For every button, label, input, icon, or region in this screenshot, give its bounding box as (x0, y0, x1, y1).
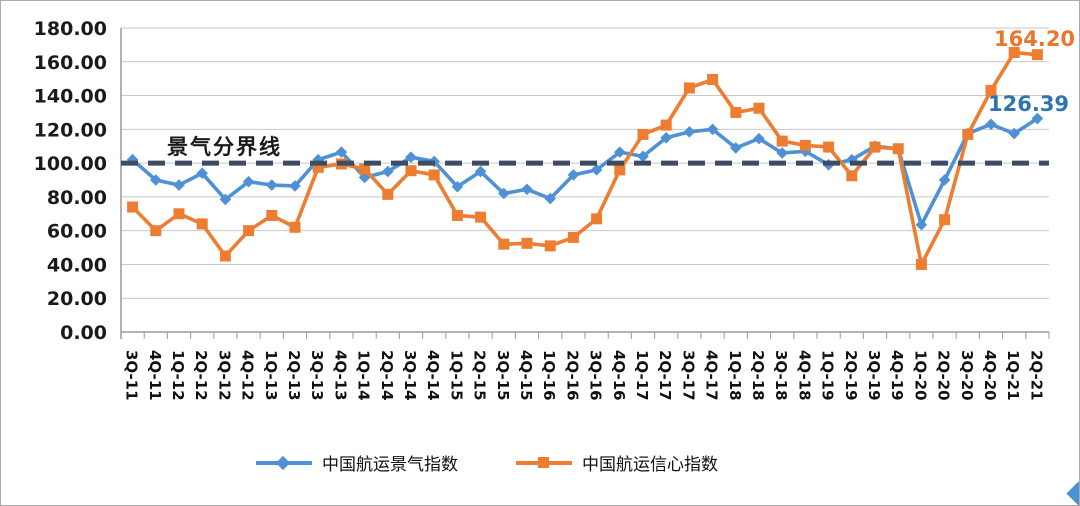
svg-text:80.00: 80.00 (47, 187, 107, 209)
svg-text:3Q-11: 3Q-11 (123, 350, 141, 401)
svg-text:3Q-20: 3Q-20 (958, 350, 976, 401)
svg-text:2Q-18: 2Q-18 (749, 350, 767, 401)
svg-text:2Q-19: 2Q-19 (842, 350, 860, 401)
svg-text:4Q-12: 4Q-12 (239, 350, 257, 401)
svg-text:1Q-17: 1Q-17 (633, 350, 651, 401)
svg-text:2Q-13: 2Q-13 (285, 350, 303, 401)
legend-label-confidence-index: 中国航运信心指数 (582, 455, 718, 475)
svg-text:2Q-21: 2Q-21 (1027, 350, 1045, 401)
svg-text:2Q-15: 2Q-15 (471, 350, 489, 401)
svg-text:4Q-16: 4Q-16 (610, 350, 628, 401)
svg-text:180.00: 180.00 (34, 18, 107, 40)
svg-text:4Q-11: 4Q-11 (146, 350, 164, 401)
legend-item-prosperity-index: 中国航运景气指数 (256, 450, 458, 475)
svg-text:3Q-15: 3Q-15 (494, 350, 512, 401)
svg-text:3Q-12: 3Q-12 (215, 350, 233, 401)
svg-text:3Q-16: 3Q-16 (587, 350, 605, 401)
square-marker-icon (538, 456, 549, 468)
svg-text:40.00: 40.00 (47, 254, 107, 276)
prosperity-line-swatch (256, 455, 312, 470)
legend-item-confidence-index: 中国航运信心指数 (516, 450, 718, 475)
svg-text:1Q-19: 1Q-19 (819, 350, 837, 401)
svg-text:4Q-20: 4Q-20 (981, 350, 999, 401)
svg-text:60.00: 60.00 (47, 221, 107, 243)
svg-text:1Q-14: 1Q-14 (355, 350, 373, 401)
svg-text:4Q-18: 4Q-18 (795, 350, 813, 401)
svg-text:4Q-14: 4Q-14 (424, 350, 442, 401)
svg-text:2Q-20: 2Q-20 (935, 350, 953, 401)
svg-text:100.00: 100.00 (34, 153, 107, 175)
confidence-index-end-value: 164.20 (994, 27, 1076, 51)
diamond-marker-icon (275, 455, 291, 470)
svg-text:160.00: 160.00 (34, 52, 107, 74)
svg-text:120.00: 120.00 (34, 119, 107, 141)
svg-text:4Q-17: 4Q-17 (703, 350, 721, 401)
legend: 中国航运景气指数 中国航运信心指数 (1, 450, 973, 475)
legend-label-prosperity-index: 中国航运景气指数 (322, 455, 458, 475)
svg-text:2Q-17: 2Q-17 (656, 350, 674, 401)
svg-text:1Q-13: 1Q-13 (262, 350, 280, 401)
svg-text:1Q-12: 1Q-12 (169, 350, 187, 401)
svg-text:2Q-16: 2Q-16 (563, 350, 581, 401)
svg-text:1Q-16: 1Q-16 (540, 350, 558, 401)
svg-text:3Q-19: 3Q-19 (865, 350, 883, 401)
threshold-annotation: 景气分界线 (167, 135, 282, 159)
svg-text:3Q-14: 3Q-14 (401, 350, 419, 401)
svg-text:3Q-17: 3Q-17 (679, 350, 697, 401)
confidence-line-swatch (516, 456, 572, 468)
svg-text:0.00: 0.00 (60, 322, 107, 344)
svg-text:3Q-18: 3Q-18 (772, 350, 790, 401)
svg-text:2Q-12: 2Q-12 (192, 350, 210, 401)
svg-text:4Q-13: 4Q-13 (331, 350, 349, 401)
svg-text:1Q-18: 1Q-18 (726, 350, 744, 401)
prosperity-index-end-value: 126.39 (988, 92, 1070, 116)
svg-text:1Q-20: 1Q-20 (911, 350, 929, 401)
svg-text:4Q-15: 4Q-15 (517, 350, 535, 401)
svg-text:1Q-15: 1Q-15 (447, 350, 465, 401)
svg-text:4Q-19: 4Q-19 (888, 350, 906, 401)
svg-text:2Q-14: 2Q-14 (378, 350, 396, 401)
svg-text:20.00: 20.00 (47, 288, 107, 310)
svg-text:1Q-21: 1Q-21 (1004, 350, 1022, 401)
svg-text:140.00: 140.00 (34, 86, 107, 108)
svg-text:3Q-13: 3Q-13 (308, 350, 326, 401)
